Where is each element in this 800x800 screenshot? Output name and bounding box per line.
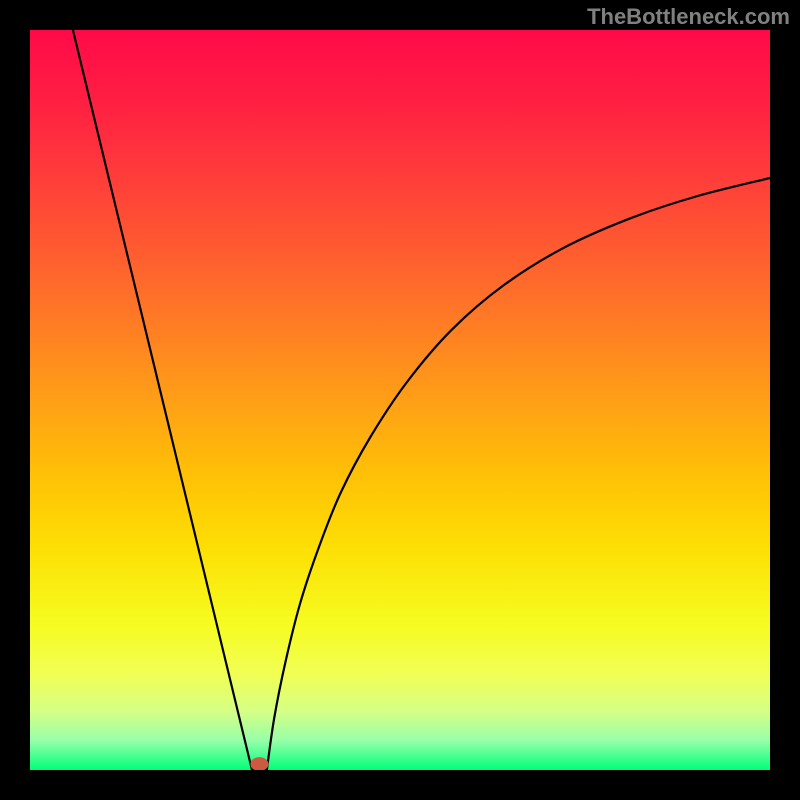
minimum-marker (250, 757, 268, 771)
chart-background (30, 30, 770, 770)
bottleneck-chart (0, 0, 800, 800)
watermark-text: TheBottleneck.com (587, 4, 790, 30)
chart-container: TheBottleneck.com (0, 0, 800, 800)
